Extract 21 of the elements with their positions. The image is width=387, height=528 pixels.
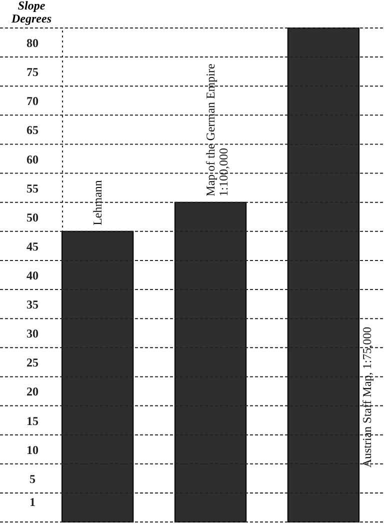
y-tick-label: 70 — [26, 94, 38, 108]
y-tick-label: 55 — [26, 181, 38, 196]
y-tick-label: 15 — [26, 414, 38, 428]
x-tick-label: Map of the German Empire 1:100,000 — [204, 64, 231, 196]
y-tick-label: 5 — [30, 472, 36, 486]
y-tick-label: 45 — [26, 239, 38, 254]
y-tick-label: 80 — [26, 36, 38, 50]
y-tick-label: 10 — [26, 442, 38, 457]
y-tick-label: 25 — [26, 356, 38, 370]
y-tick-label: 30 — [26, 326, 38, 341]
y-tick-label: 75 — [26, 65, 38, 80]
x-tick-label: Austrian Staff Map, 1:75,000 — [360, 326, 374, 468]
y-tick-label: 35 — [26, 298, 38, 312]
y-tick-label: 60 — [26, 152, 38, 166]
y-axis-title: Slope Degrees — [10, 0, 52, 26]
x-tick-label: Lehmann — [90, 180, 105, 226]
y-tick-label: 65 — [26, 123, 38, 138]
y-tick-label: 20 — [26, 384, 38, 399]
y-tick-label: 40 — [26, 268, 38, 282]
y-tick-label: 50 — [26, 210, 38, 224]
y-tick-label: 1 — [30, 495, 36, 510]
